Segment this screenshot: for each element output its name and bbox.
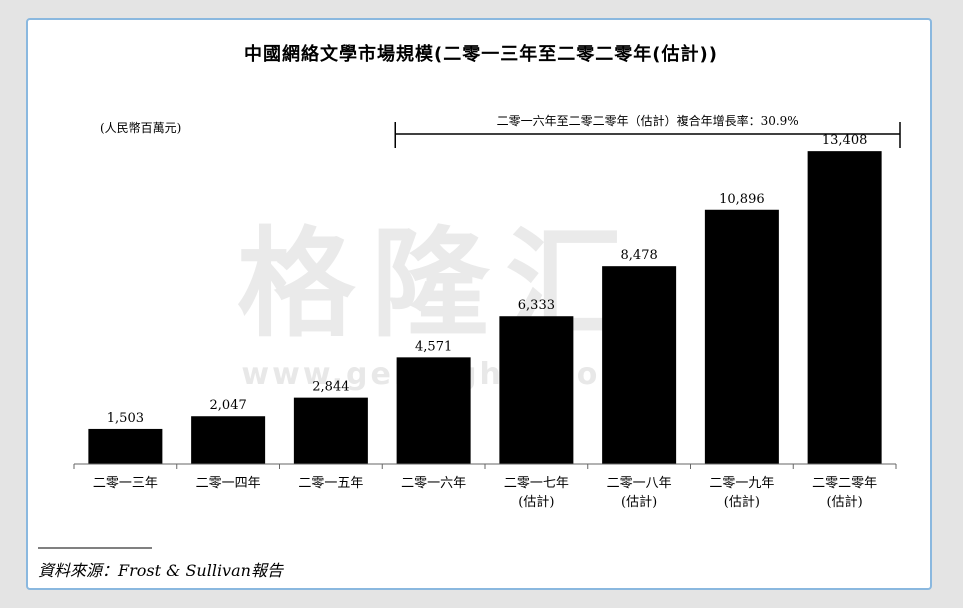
bar [396, 357, 471, 464]
bar-value-label: 6,333 [518, 298, 555, 313]
bar [191, 416, 266, 464]
value-labels: 1,503 2,047 2,844 4,571 6,333 8,478 10,896 13,4… [107, 133, 868, 426]
bar [704, 209, 779, 464]
bar-value-label: 1,503 [107, 411, 144, 426]
source-note: 資料來源：Frost & Sullivan報告 [38, 561, 284, 580]
watermark-text: 格隆汇 [237, 215, 639, 353]
category-label: 二零一九年 [709, 476, 774, 491]
category-label: (估計) [621, 494, 657, 510]
chart-panel: 格隆汇 www.gelonghui.com 中國網絡文學市場規模(二零一三年至二… [26, 18, 932, 590]
bar-value-label: 8,478 [621, 248, 658, 263]
bar [602, 266, 677, 464]
bars [88, 151, 882, 464]
unit-label: (人民幣百萬元) [100, 121, 181, 135]
category-label: 二零一七年 [504, 476, 569, 491]
cagr-label: 二零一六年至二零二零年（估計）複合年增長率：30.9% [497, 113, 799, 128]
bar [88, 428, 163, 464]
category-label: 二零二零年 [812, 476, 877, 491]
category-label: (估計) [518, 494, 554, 510]
bar-value-label: 2,047 [210, 398, 247, 413]
bar-value-label: 4,571 [415, 339, 452, 354]
category-labels: 二零一三年 二零一四年 二零一五年 二零一六年 二零一七年 (估計) 二零一八年 (估計) 二零… [93, 476, 877, 510]
category-label: 二零一六年 [401, 476, 466, 491]
category-label: (估計) [724, 494, 760, 510]
bar [293, 397, 368, 464]
x-axis-ticks [73, 464, 897, 469]
bar-chart: 格隆汇 www.gelonghui.com 中國網絡文學市場規模(二零一三年至二… [38, 43, 901, 580]
chart-title: 中國網絡文學市場規模(二零一三年至二零二零年(估計)) [244, 43, 718, 65]
category-label: 二零一三年 [93, 476, 158, 491]
bar [807, 151, 882, 464]
bar-value-label: 2,844 [312, 380, 349, 395]
bar-value-label: 10,896 [719, 192, 765, 207]
bar [499, 316, 574, 464]
cagr-bracket: 二零一六年至二零二零年（估計）複合年增長率：30.9% [394, 113, 901, 148]
category-label: 二零一八年 [607, 476, 672, 491]
category-label: (估計) [827, 494, 863, 510]
category-label: 二零一五年 [298, 476, 363, 491]
category-label: 二零一四年 [196, 476, 261, 491]
bar-value-label: 13,408 [822, 133, 868, 148]
